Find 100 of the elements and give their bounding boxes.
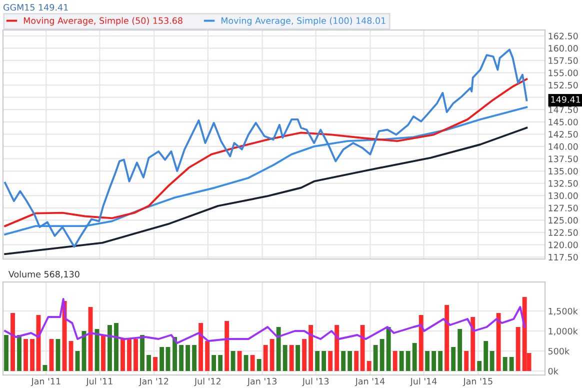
bar: [270, 339, 274, 371]
bar: [348, 351, 352, 371]
chart-title: GGM15 149.41: [3, 4, 68, 11]
line-series: [4, 298, 526, 344]
bar: [263, 345, 268, 371]
bar: [502, 357, 508, 371]
legend-label: Moving Average, Simple (50) 153.68: [24, 17, 182, 26]
y-tick-label: 142.50: [548, 131, 578, 138]
bar: [289, 345, 294, 371]
y-tick-label: 1,000k: [548, 328, 578, 336]
bar: [146, 355, 151, 371]
y-tick-label: 135.00: [548, 168, 578, 174]
y-tick-label: 160.00: [548, 45, 578, 52]
line-series: [4, 78, 528, 228]
y-tick-label: 117.50: [548, 254, 578, 260]
bar: [464, 351, 469, 371]
bar: [516, 327, 520, 371]
y-tick-label: 155.00: [548, 70, 578, 76]
legend-label: Moving Average, Simple (100) 148.01: [222, 17, 386, 26]
y-tick-label: 132.50: [548, 180, 578, 187]
bar: [172, 337, 178, 371]
x-tick-label: Jan '13: [246, 378, 277, 386]
y-tick-label: 122.50: [548, 229, 578, 236]
bar: [192, 345, 197, 371]
bar: [218, 355, 223, 371]
x-tick-label: Jul '14: [410, 378, 437, 386]
bar: [412, 343, 417, 371]
bar: [425, 351, 430, 371]
bar: [56, 339, 60, 371]
bar: [256, 359, 262, 371]
bar: [205, 341, 210, 371]
bar: [302, 339, 307, 371]
y-tick-label: 125.00: [548, 217, 578, 224]
y-tick-label: 1,500k: [548, 308, 578, 316]
bar: [212, 355, 216, 371]
y-tick-label: 0k: [548, 368, 558, 374]
chart-title: Volume 568,130: [8, 270, 80, 278]
bar: [250, 355, 255, 371]
bar: [386, 327, 391, 371]
y-tick-label: 500k: [548, 348, 570, 354]
x-tick-label: Jan '14: [354, 378, 385, 386]
bar: [399, 351, 404, 371]
bar: [496, 313, 501, 371]
bar: [322, 351, 326, 371]
annotation: 149.41: [551, 96, 580, 103]
bar: [296, 345, 300, 371]
y-tick-label: 157.50: [548, 57, 578, 64]
bar: [30, 339, 34, 371]
bar: [354, 351, 359, 371]
bar: [114, 323, 118, 371]
bar: [477, 361, 482, 371]
bar: [127, 339, 132, 371]
y-tick-label: 127.50: [548, 204, 578, 212]
y-tick-label: 130.00: [548, 192, 578, 200]
bar: [484, 341, 488, 371]
y-tick-label: 140.00: [548, 143, 578, 150]
y-tick-label: 137.50: [548, 156, 578, 162]
bar: [438, 351, 443, 371]
bar: [17, 335, 22, 371]
bar: [392, 351, 398, 371]
y-tick-label: 145.00: [548, 118, 578, 126]
bar: [406, 351, 410, 371]
bar: [120, 339, 125, 371]
y-tick-label: 152.50: [548, 82, 578, 88]
bar: [24, 339, 28, 371]
x-tick-label: Jul '13: [302, 378, 329, 386]
bar: [308, 325, 314, 371]
bar: [160, 347, 164, 371]
bar: [134, 339, 138, 371]
x-tick-label: Jan '12: [138, 378, 168, 386]
bar: [458, 329, 462, 371]
bar: [328, 351, 333, 371]
bar: [153, 357, 158, 371]
bar: [68, 341, 74, 371]
bar: [490, 351, 494, 371]
y-tick-label: 162.50: [548, 32, 578, 40]
bar: [451, 347, 456, 371]
bar: [360, 325, 365, 371]
bar: [237, 351, 242, 371]
bar: [101, 335, 106, 371]
bar: [75, 351, 80, 371]
bar: [244, 355, 248, 371]
bar: [444, 305, 450, 371]
x-tick-label: Jul '11: [86, 378, 112, 386]
line-series: [4, 48, 528, 248]
bar: [49, 339, 54, 371]
bar: [4, 335, 8, 371]
bar: [315, 351, 320, 371]
bar: [432, 351, 436, 371]
bar: [166, 347, 170, 371]
bar: [509, 357, 514, 371]
bar: [10, 313, 15, 371]
bar: [42, 365, 48, 371]
y-tick-label: 147.50: [548, 106, 578, 114]
bar: [470, 317, 476, 371]
bar: [198, 323, 204, 371]
bar: [108, 325, 112, 371]
line-series: [4, 126, 528, 256]
bar: [418, 315, 424, 371]
bar: [366, 361, 372, 371]
